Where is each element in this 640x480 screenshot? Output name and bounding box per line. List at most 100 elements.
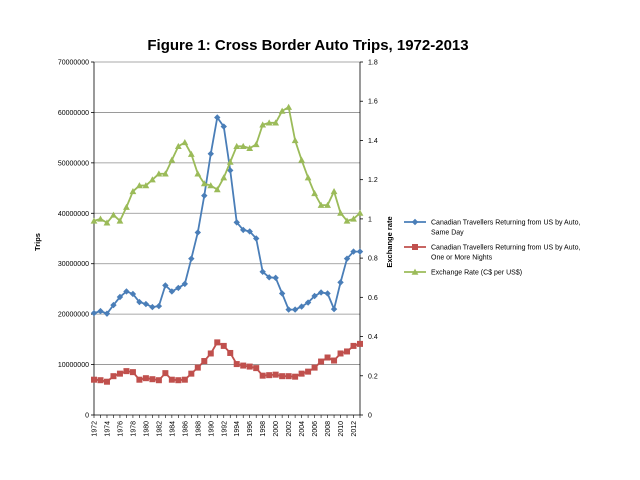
x-tick-label: 2012 [351, 421, 358, 437]
x-tick-label: 1992 [221, 421, 228, 437]
data-point [357, 340, 363, 347]
data-point [272, 274, 279, 282]
data-point [200, 180, 208, 187]
axes [91, 61, 363, 418]
data-point [317, 289, 325, 296]
data-point [116, 217, 124, 224]
data-point [123, 368, 130, 375]
data-point [240, 362, 247, 369]
data-point [97, 307, 104, 315]
data-point [97, 215, 104, 222]
data-point [214, 339, 221, 346]
data-point [155, 170, 163, 177]
legend-swatch-marker [411, 218, 419, 226]
x-tick-label: 2010 [338, 421, 345, 437]
y2-tick-label: 1.8 [368, 60, 378, 67]
data-point [330, 305, 338, 313]
x-tick-label: 1978 [130, 421, 137, 437]
data-point [343, 217, 351, 224]
x-tick-label: 1984 [169, 421, 176, 437]
x-tick-label: 1976 [117, 421, 124, 437]
x-tick-label: 2002 [286, 421, 293, 437]
x-axis-ticks: 1972 1974 1976 1978 1980 1982 1984 1986 1988 1990… [92, 421, 359, 437]
x-tick-label: 1986 [182, 421, 189, 437]
data-point [285, 373, 292, 380]
data-point [194, 364, 201, 371]
data-point [110, 211, 117, 218]
data-point [305, 368, 312, 375]
y2-tick-label: 1 [368, 216, 372, 223]
data-point [233, 361, 240, 368]
data-point [246, 144, 254, 152]
data-point [110, 373, 117, 380]
data-point [317, 201, 325, 208]
data-point [194, 229, 202, 236]
data-point [181, 376, 188, 383]
data-point [207, 150, 214, 157]
series-1 [90, 114, 364, 317]
y2-axis-label: Exchange rate [385, 216, 394, 267]
x-tick-label: 1996 [247, 421, 254, 437]
data-point [253, 365, 260, 372]
data-point [123, 288, 130, 295]
data-point [350, 248, 357, 255]
legend: Canadian Travellers Returning from US by… [404, 218, 580, 277]
data-point [356, 209, 364, 216]
data-point [246, 363, 253, 370]
data-point [350, 215, 357, 222]
data-point [168, 156, 176, 163]
data-point [278, 107, 286, 114]
data-point [201, 358, 208, 365]
data-point [259, 121, 267, 128]
data-point [291, 306, 299, 313]
y2-tick-label: 0 [368, 413, 372, 420]
data-point [337, 209, 344, 216]
data-point [213, 186, 221, 193]
x-tick-label: 2004 [299, 421, 306, 437]
x-tick-label: 1990 [208, 421, 215, 437]
data-point [324, 354, 331, 361]
data-point [142, 375, 149, 382]
data-point [110, 301, 117, 309]
x-tick-label: 1974 [104, 421, 111, 437]
x-tick-label: 2008 [325, 421, 332, 437]
data-point [344, 348, 351, 355]
data-point [142, 300, 150, 308]
data-point [162, 370, 169, 377]
data-point [239, 142, 247, 150]
data-point [331, 357, 338, 364]
data-point [90, 309, 98, 317]
data-point [149, 303, 156, 311]
data-point [324, 201, 331, 208]
data-point [187, 150, 195, 157]
data-point [266, 372, 273, 379]
y-axis-label: Trips [33, 233, 42, 251]
data-point [97, 377, 104, 384]
data-point [350, 342, 357, 349]
data-point [240, 226, 247, 234]
data-point [103, 378, 110, 385]
data-point [311, 189, 318, 197]
data-point [116, 370, 123, 377]
data-point [149, 376, 156, 383]
data-point [285, 103, 293, 110]
x-tick-label: 1972 [92, 421, 99, 437]
legend-item: Canadian Travellers Returning from US by… [404, 218, 580, 237]
data-point [252, 235, 260, 242]
data-point [318, 358, 325, 365]
y2-tick-label: 1.4 [368, 138, 378, 145]
data-point [330, 188, 338, 195]
legend-label-line: Same Day [431, 230, 464, 237]
data-point [291, 137, 299, 144]
data-point [136, 298, 143, 306]
data-point [304, 299, 312, 306]
data-point [188, 255, 195, 262]
data-point [181, 280, 189, 288]
y2-tick-label: 0.6 [368, 295, 378, 302]
legend-item: Canadian Travellers Returning from US by… [404, 244, 580, 262]
legend-swatch-marker [412, 244, 418, 250]
x-tick-label: 1982 [156, 421, 163, 437]
y-tick-label: 60000000 [58, 110, 89, 117]
legend-label: Exchange Rate (C$ per US$) [431, 270, 522, 277]
chart-title: Figure 1: Cross Border Auto Trips, 1972-… [147, 37, 468, 54]
